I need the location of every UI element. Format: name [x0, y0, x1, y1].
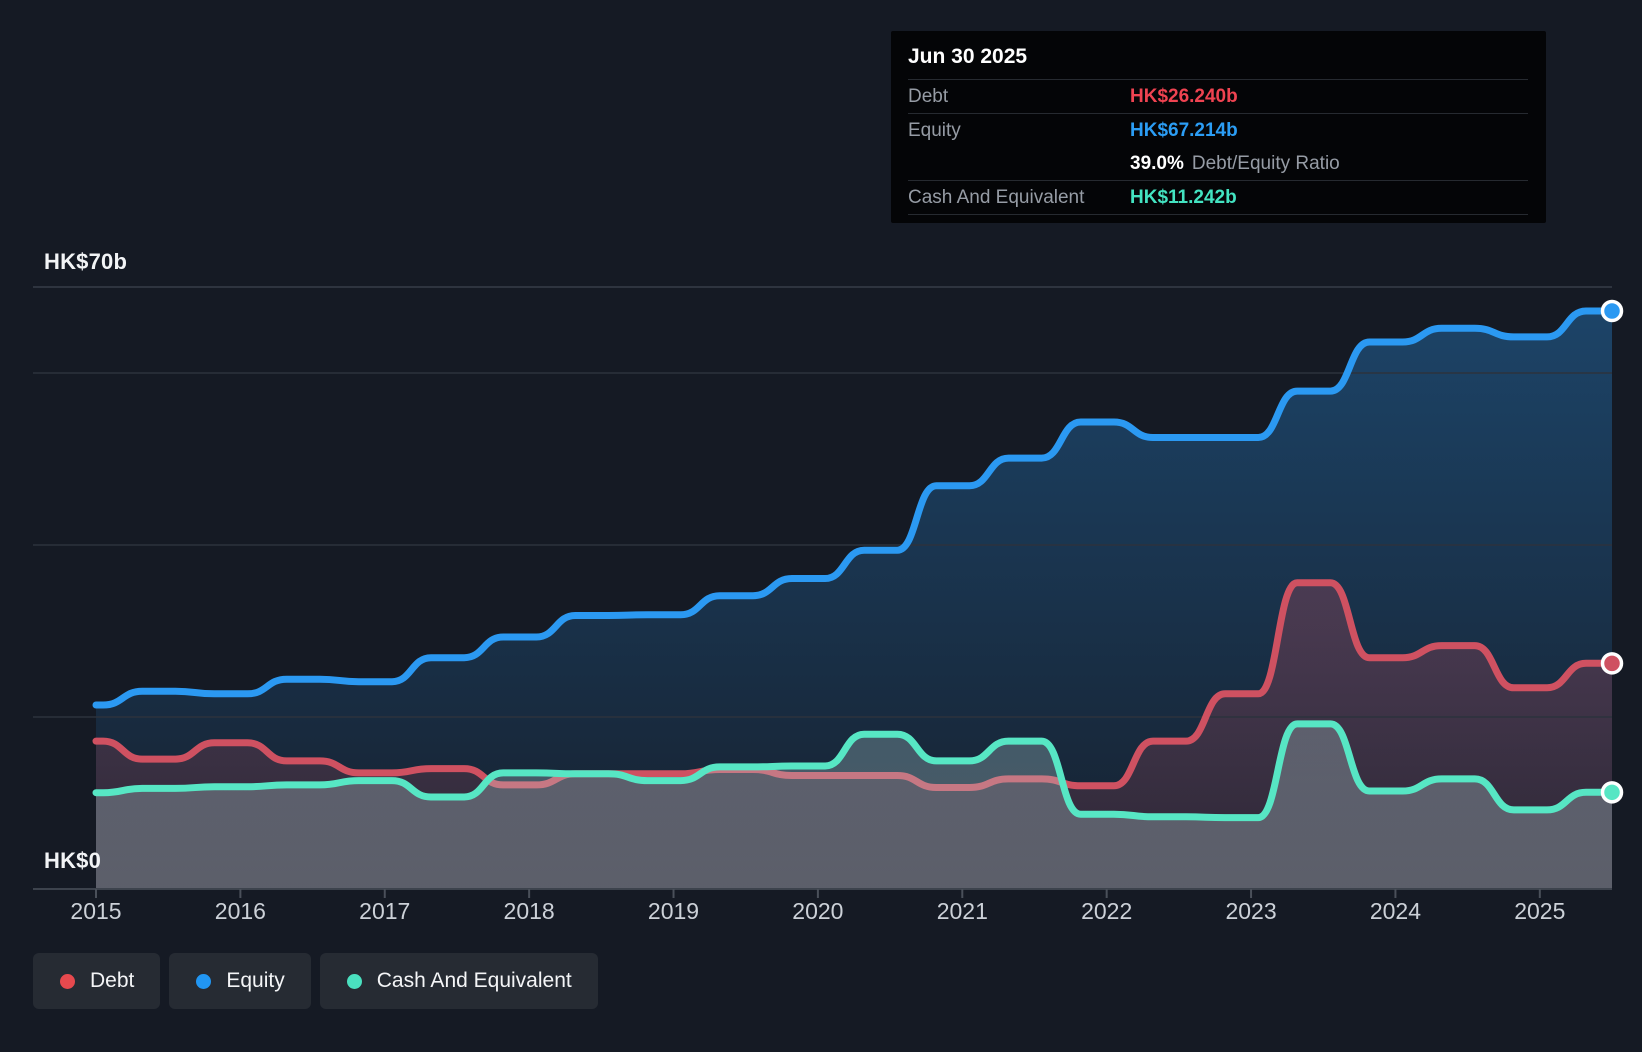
legend-item-debt[interactable]: Debt [33, 953, 161, 1009]
y-axis-zero-label: HK$0 [44, 848, 102, 873]
x-axis-label-2016: 2016 [214, 898, 266, 924]
legend-item-cash-and-equivalent[interactable]: Cash And Equivalent [319, 953, 598, 1009]
x-axis-label-2017: 2017 [359, 898, 411, 924]
legend-label: Equity [226, 969, 285, 992]
x-axis-label-2022: 2022 [1081, 898, 1133, 924]
tooltip-debt-label: Debt [908, 85, 949, 107]
cash-line[interactable] [92, 720, 1616, 822]
legend-label: Debt [90, 969, 135, 992]
tooltip-cash-label: Cash And Equivalent [908, 186, 1085, 208]
tooltip-date: Jun 30 2025 [908, 43, 1528, 80]
legend-dot-icon [346, 973, 362, 989]
legend-item-equity[interactable]: Equity [169, 953, 311, 1009]
tooltip-ratio-label: Debt/Equity Ratio [1191, 152, 1340, 174]
debt-end-marker[interactable] [1600, 652, 1624, 675]
tooltip-cash-value: HK$11.242b [1130, 186, 1237, 208]
tooltip-equity-label: Equity [908, 119, 961, 141]
tooltip-ratio-value: 39.0% [1130, 152, 1184, 174]
cash-area [96, 723, 1612, 889]
chart-tooltip: Jun 30 2025 Debt HK$26.240b Equity HK$67… [891, 31, 1546, 223]
x-axis-label-2018: 2018 [503, 898, 555, 924]
x-axis-label-2025: 2025 [1514, 898, 1566, 924]
x-axis-label-2015: 2015 [70, 898, 122, 924]
x-axis-label-2021: 2021 [936, 898, 988, 924]
tooltip-row-debt: Debt HK$26.240b [908, 80, 1528, 114]
equity-end-marker[interactable] [1600, 299, 1624, 323]
tooltip-row-equity: Equity HK$67.214b [908, 114, 1528, 147]
tooltip-row-cash: Cash And Equivalent HK$11.242b [908, 181, 1528, 215]
x-axis-label-2020: 2020 [792, 898, 844, 924]
chart-legend: Debt Equity Cash And Equivalent [33, 953, 598, 1009]
y-axis-top-label: HK$70b [44, 249, 128, 274]
tooltip-equity-value: HK$67.214b [1130, 119, 1238, 141]
legend-dot-icon [196, 973, 212, 989]
x-axis-label-2023: 2023 [1225, 898, 1277, 924]
cash-and-equivalent-end-marker[interactable] [1600, 781, 1624, 804]
legend-dot-icon [60, 973, 75, 989]
tooltip-debt-value: HK$26.240b [1130, 85, 1238, 107]
x-axis-label-2024: 2024 [1369, 898, 1422, 924]
equity-line[interactable] [92, 307, 1616, 709]
x-axis-label-2019: 2019 [647, 898, 700, 924]
legend-label: Cash And Equivalent [376, 969, 572, 992]
tooltip-row-ratio: 39.0% Debt/Equity Ratio [908, 147, 1528, 181]
